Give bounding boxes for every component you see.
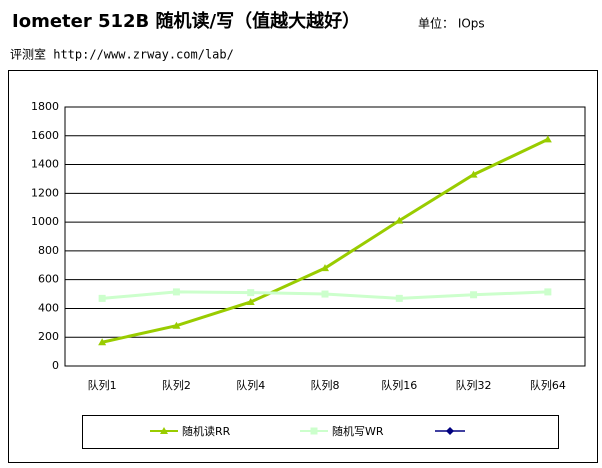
chart-frame bbox=[8, 70, 598, 463]
point bbox=[321, 264, 329, 272]
source-line: 评测室 http://www.zrway.com/lab/ bbox=[10, 47, 234, 62]
unit-label: 单位： IOps bbox=[418, 16, 485, 31]
point bbox=[321, 290, 329, 298]
y-tick-label: 1400 bbox=[31, 158, 59, 171]
point bbox=[543, 135, 552, 143]
legend-label: 随机写WR bbox=[332, 424, 384, 438]
point bbox=[98, 294, 106, 302]
y-tick-label: 800 bbox=[38, 244, 59, 257]
point bbox=[98, 338, 107, 346]
y-tick-label: 1800 bbox=[31, 100, 59, 113]
x-tick-label: 队列1 bbox=[88, 378, 117, 392]
x-tick-label: 队列64 bbox=[530, 378, 566, 392]
y-tick-label: 0 bbox=[52, 359, 59, 372]
y-tick-label: 1600 bbox=[31, 129, 59, 142]
x-tick-label: 队列2 bbox=[162, 378, 191, 392]
legend-label: 随机读RR bbox=[182, 424, 231, 438]
legend-box bbox=[82, 415, 559, 449]
y-tick-label: 1200 bbox=[31, 186, 59, 199]
x-tick-label: 队列8 bbox=[311, 378, 340, 392]
series-line bbox=[101, 138, 549, 344]
point bbox=[395, 216, 404, 224]
point bbox=[470, 291, 478, 299]
point bbox=[172, 288, 180, 296]
point bbox=[544, 288, 552, 296]
y-tick-label: 400 bbox=[38, 301, 59, 314]
doc-title: Iometer 512B 随机读/写（值越大越好） bbox=[12, 10, 360, 32]
point bbox=[469, 170, 478, 178]
x-tick-label: 队列4 bbox=[236, 378, 265, 392]
y-tick-label: 600 bbox=[38, 273, 59, 286]
legend-marker bbox=[160, 427, 168, 434]
plot-area bbox=[64, 106, 586, 367]
point bbox=[172, 321, 181, 329]
legend-marker bbox=[310, 427, 318, 435]
point bbox=[246, 297, 255, 305]
y-tick-label: 1000 bbox=[31, 215, 59, 228]
x-tick-label: 队列32 bbox=[456, 378, 492, 392]
y-tick-label: 200 bbox=[38, 330, 59, 343]
legend-marker bbox=[446, 427, 454, 435]
x-tick-label: 队列16 bbox=[381, 378, 417, 392]
point bbox=[247, 289, 255, 297]
point bbox=[395, 294, 403, 302]
